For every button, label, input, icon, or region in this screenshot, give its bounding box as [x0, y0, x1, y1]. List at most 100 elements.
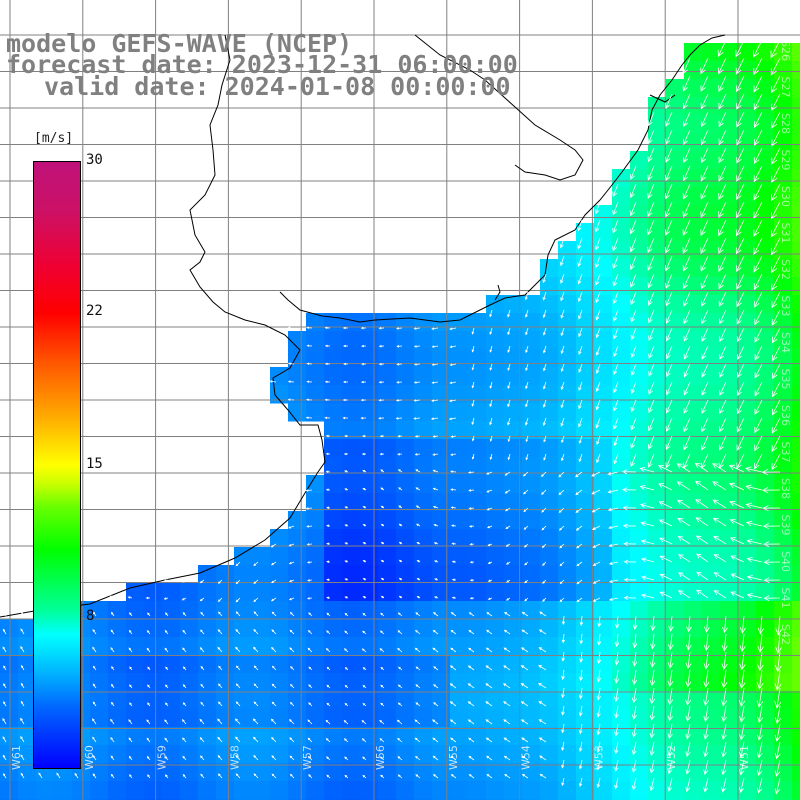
wind-direction-arrow-icon — [608, 561, 619, 566]
wind-direction-arrow-icon — [416, 578, 421, 581]
wind-speed-cell — [180, 673, 199, 692]
wind-speed-cell — [612, 295, 631, 314]
wind-speed-cell — [540, 619, 559, 638]
wind-direction-arrow-icon — [451, 524, 457, 527]
wind-direction-arrow-icon — [762, 523, 781, 530]
wind-speed-cell — [774, 457, 793, 476]
wind-speed-cell — [324, 601, 343, 620]
wind-speed-cell — [252, 709, 271, 728]
wind-speed-cell — [504, 439, 523, 458]
wind-direction-arrow-icon — [542, 579, 547, 584]
wind-speed-cell — [738, 241, 757, 260]
wind-direction-arrow-icon — [380, 774, 385, 779]
wind-speed-cell — [666, 565, 685, 584]
wind-direction-arrow-icon — [630, 399, 637, 413]
wind-speed-cell — [306, 493, 325, 512]
wind-speed-cell — [540, 511, 559, 530]
wind-direction-arrow-icon — [271, 773, 277, 779]
wind-speed-cell — [648, 601, 667, 620]
wind-direction-arrow-icon — [762, 505, 781, 512]
wind-speed-cell — [612, 421, 631, 440]
wind-direction-arrow-icon — [614, 651, 620, 666]
wind-direction-arrow-icon — [432, 469, 439, 473]
wind-speed-cell — [504, 511, 523, 530]
wind-speed-cell — [756, 259, 775, 278]
wind-direction-arrow-icon — [613, 435, 619, 447]
wind-direction-arrow-icon — [471, 345, 475, 353]
wind-speed-cell — [198, 565, 217, 584]
wind-direction-arrow-icon — [289, 629, 295, 635]
wind-speed-cell — [702, 115, 721, 134]
wind-speed-cell — [360, 655, 379, 674]
wind-speed-cell — [432, 349, 451, 368]
wind-speed-cell — [270, 745, 289, 764]
wind-direction-arrow-icon — [579, 615, 584, 627]
wind-speed-cell — [558, 241, 577, 260]
wind-direction-arrow-icon — [561, 453, 565, 462]
wind-direction-arrow-icon — [668, 633, 674, 651]
wind-direction-arrow-icon — [640, 521, 655, 527]
wind-direction-arrow-icon — [324, 416, 331, 420]
wind-direction-arrow-icon — [92, 683, 97, 689]
wind-speed-cell — [342, 745, 361, 764]
wind-speed-cell — [486, 763, 505, 782]
wind-speed-cell — [414, 421, 433, 440]
wind-speed-cell — [612, 763, 631, 782]
wind-speed-cell — [738, 727, 757, 746]
wind-speed-cell — [774, 259, 793, 278]
wind-direction-arrow-icon — [253, 683, 259, 689]
wind-speed-cell — [594, 619, 613, 638]
wind-direction-arrow-icon — [235, 701, 241, 707]
wind-speed-cell — [414, 583, 433, 602]
wind-speed-cell — [648, 205, 667, 224]
wind-direction-arrow-icon — [20, 772, 25, 779]
wind-direction-arrow-icon — [269, 380, 277, 383]
wind-direction-arrow-icon — [621, 469, 637, 475]
wind-speed-cell — [702, 295, 721, 314]
wind-direction-arrow-icon — [471, 417, 475, 426]
wind-speed-cell — [378, 565, 397, 584]
wind-direction-arrow-icon — [665, 111, 673, 127]
wind-speed-cell — [216, 565, 235, 584]
wind-speed-cell — [738, 673, 757, 692]
wind-direction-arrow-icon — [561, 723, 565, 734]
wind-direction-arrow-icon — [92, 646, 97, 653]
wind-speed-cell — [468, 457, 487, 476]
wind-direction-arrow-icon — [344, 666, 349, 671]
wind-direction-arrow-icon — [378, 362, 385, 366]
wind-speed-cell — [774, 655, 793, 674]
wind-direction-arrow-icon — [648, 345, 655, 359]
wind-speed-cell — [558, 439, 577, 458]
wind-direction-arrow-icon — [719, 399, 727, 415]
wind-direction-arrow-icon — [235, 736, 241, 743]
wind-speed-cell — [792, 223, 800, 242]
wind-speed-cell — [648, 115, 667, 134]
wind-direction-arrow-icon — [682, 255, 691, 272]
wind-direction-arrow-icon — [578, 363, 583, 373]
wind-speed-cell — [630, 655, 649, 674]
wind-speed-cell — [576, 295, 595, 314]
wind-speed-cell — [144, 781, 163, 800]
wind-speed-cell — [90, 745, 109, 764]
wind-direction-arrow-icon — [736, 165, 745, 182]
wind-direction-arrow-icon — [763, 541, 781, 548]
wind-speed-cell — [360, 529, 379, 548]
wind-speed-cell — [576, 781, 595, 800]
wind-direction-arrow-icon — [774, 651, 782, 673]
wind-direction-arrow-icon — [608, 579, 619, 583]
wind-speed-cell — [720, 313, 739, 332]
longitude-label: W58 — [228, 745, 241, 770]
wind-speed-cell — [342, 421, 361, 440]
wind-direction-arrow-icon — [379, 756, 385, 761]
wind-direction-arrow-icon — [694, 462, 709, 473]
wind-direction-arrow-icon — [722, 615, 728, 634]
wind-direction-arrow-icon — [522, 471, 529, 477]
wind-direction-arrow-icon — [739, 777, 745, 794]
wind-direction-arrow-icon — [612, 219, 619, 234]
wind-speed-cell — [306, 529, 325, 548]
wind-direction-arrow-icon — [756, 687, 764, 708]
wind-speed-cell — [342, 547, 361, 566]
wind-direction-arrow-icon — [729, 519, 745, 527]
wind-direction-arrow-icon — [713, 572, 727, 581]
wind-direction-arrow-icon — [397, 434, 403, 438]
